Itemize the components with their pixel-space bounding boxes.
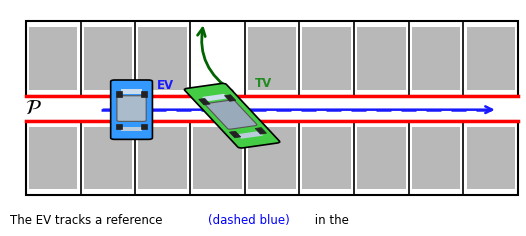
FancyBboxPatch shape — [205, 100, 257, 129]
Bar — [302, 27, 351, 90]
Bar — [29, 127, 77, 189]
Bar — [120, 126, 143, 131]
Bar — [237, 131, 263, 139]
Bar — [199, 98, 210, 105]
FancyBboxPatch shape — [185, 83, 280, 148]
Text: EV: EV — [157, 79, 175, 92]
Bar — [138, 27, 187, 90]
Bar — [141, 124, 147, 129]
Bar — [467, 127, 515, 189]
Bar — [248, 27, 296, 90]
Bar — [141, 91, 147, 97]
Bar — [412, 27, 460, 90]
Text: (dashed blue): (dashed blue) — [208, 214, 290, 227]
Bar — [248, 127, 296, 189]
Bar — [193, 127, 241, 189]
Bar — [116, 91, 122, 97]
Bar — [138, 127, 187, 189]
Bar — [225, 95, 236, 101]
Bar — [302, 127, 351, 189]
Text: in the: in the — [311, 214, 349, 227]
Bar — [467, 27, 515, 90]
FancyBboxPatch shape — [110, 80, 153, 139]
Bar — [229, 131, 241, 138]
Bar — [26, 121, 518, 195]
Bar — [357, 27, 406, 90]
Bar — [26, 21, 518, 96]
Bar — [120, 89, 143, 94]
Bar — [412, 127, 460, 189]
FancyBboxPatch shape — [117, 96, 146, 121]
Text: $\mathcal{P}$: $\mathcal{P}$ — [25, 99, 42, 118]
Bar — [29, 27, 77, 90]
Bar — [84, 27, 132, 90]
Text: TV: TV — [255, 77, 272, 90]
Bar — [84, 127, 132, 189]
Bar — [357, 127, 406, 189]
Text: The EV tracks a reference: The EV tracks a reference — [11, 214, 167, 227]
Bar — [116, 124, 122, 129]
Bar — [255, 128, 267, 134]
Bar — [202, 94, 228, 101]
